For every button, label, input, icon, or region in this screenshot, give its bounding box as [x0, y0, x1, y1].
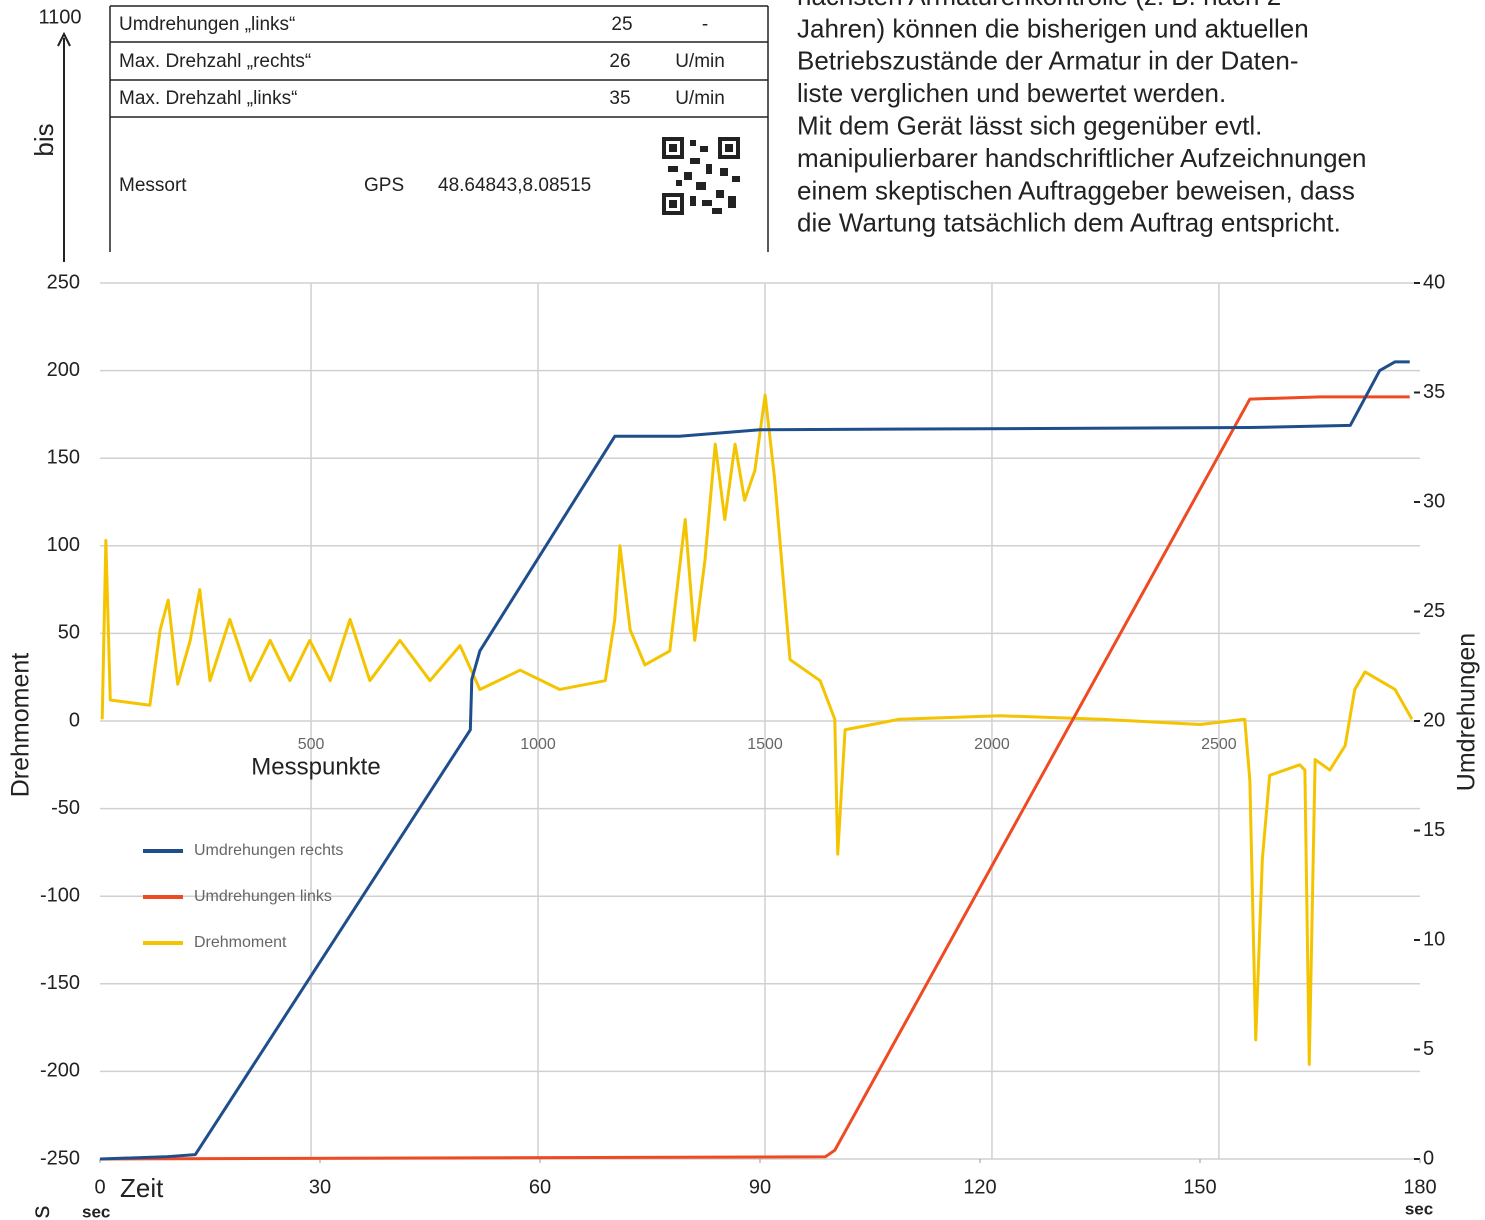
legend-label: Drehmoment: [194, 934, 287, 951]
y-tick-label: 100: [47, 534, 80, 556]
paragraph-line: nächsten Armaturenkontrolle (z. B. nach …: [797, 0, 1281, 11]
y-tick-label: -200: [40, 1060, 80, 1082]
cell: Max. Drehzahl „links“: [119, 88, 297, 109]
x2-tick-label: 1500: [747, 736, 783, 753]
x-unit: sec: [82, 1202, 110, 1220]
legend-label: Umdrehungen rechts: [194, 842, 343, 859]
x2-tick-label: 2000: [974, 736, 1010, 753]
paragraph-line: die Wartung tatsächlich dem Auftrag ents…: [797, 208, 1341, 238]
axis-label: bis: [29, 123, 59, 156]
cell: Umdrehungen „links“: [119, 14, 295, 35]
y-tick-label: 200: [47, 359, 80, 381]
y-tick-label: -250: [40, 1147, 80, 1169]
y2-axis-title: Umdrehungen: [1453, 633, 1481, 791]
arrow-head: [57, 31, 71, 47]
cell: Max. Drehzahl „rechts“: [119, 51, 311, 72]
y-tick-label: 150: [47, 446, 80, 468]
x-tick-label: 150: [1183, 1176, 1216, 1198]
cell: -: [702, 14, 708, 35]
cell: U/min: [675, 88, 725, 109]
x-tick-label: 90: [749, 1176, 771, 1198]
x-tick-label: 0: [94, 1176, 105, 1198]
cell: 25: [611, 14, 632, 35]
y2-tick-label: 5: [1423, 1038, 1434, 1060]
paragraph-line: einem skeptischen Auftraggeber beweisen,…: [797, 175, 1355, 205]
series-line: [100, 393, 1414, 1066]
x-axis-title: Zeit: [120, 1173, 164, 1203]
paragraph-line: Mit dem Gerät lässt sich gegenüber evtl.: [797, 110, 1262, 140]
paragraph-line: Jahren) können die bisherigen und aktuel…: [797, 13, 1309, 43]
x-tick-label: 30: [309, 1176, 331, 1198]
x2-axis-title: Messpunkte: [251, 753, 380, 780]
y-tick-label: 250: [47, 271, 80, 293]
qr-code: [662, 137, 740, 215]
x-tick-label: 120: [963, 1176, 996, 1198]
y2-tick-label: 10: [1423, 928, 1445, 950]
cell: Messort: [119, 175, 187, 196]
series-line: [99, 360, 1410, 1161]
cell: 26: [609, 51, 630, 72]
cell: U/min: [675, 51, 725, 72]
y2-tick-label: 30: [1423, 490, 1445, 512]
x2-tick-label: 1000: [520, 736, 556, 753]
y2-tick-label: 0: [1423, 1147, 1434, 1169]
y2-tick-label: 15: [1423, 819, 1445, 841]
cell: 48.64843,8.08515: [438, 175, 591, 196]
axis-fragment: s: [25, 1206, 55, 1219]
cell: GPS: [364, 175, 404, 196]
y-tick-label: -150: [40, 972, 80, 994]
legend-label: Umdrehungen links: [194, 888, 332, 905]
x-tick-label: 60: [529, 1176, 551, 1198]
y-tick-label: -100: [40, 884, 80, 906]
y2-tick-label: 20: [1423, 709, 1445, 731]
x2-tick-label: 2500: [1201, 736, 1237, 753]
y-tick-label: 50: [58, 622, 80, 644]
x2-tick-label: 500: [298, 736, 325, 753]
axis-value: 1100: [38, 6, 81, 28]
y2-tick-label: 25: [1423, 600, 1445, 622]
y2-tick-label: 40: [1423, 271, 1445, 293]
x-unit: sec: [1405, 1199, 1433, 1218]
paragraph-line: liste verglichen und bewertet werden.: [797, 78, 1226, 108]
y2-tick-label: 35: [1423, 381, 1445, 403]
paragraph-line: manipulierbarer handschriftlicher Aufzei…: [797, 143, 1366, 173]
paragraph-line: Betriebszustände der Armatur in der Date…: [797, 46, 1298, 76]
x-tick-label: 180: [1403, 1176, 1436, 1198]
y-axis-title: Drehmoment: [7, 653, 35, 798]
table-grid: [109, 5, 769, 252]
series-line: [99, 395, 1410, 1161]
cell: 35: [609, 88, 630, 109]
y-tick-label: -50: [51, 797, 80, 819]
y-tick-label: 0: [69, 709, 80, 731]
